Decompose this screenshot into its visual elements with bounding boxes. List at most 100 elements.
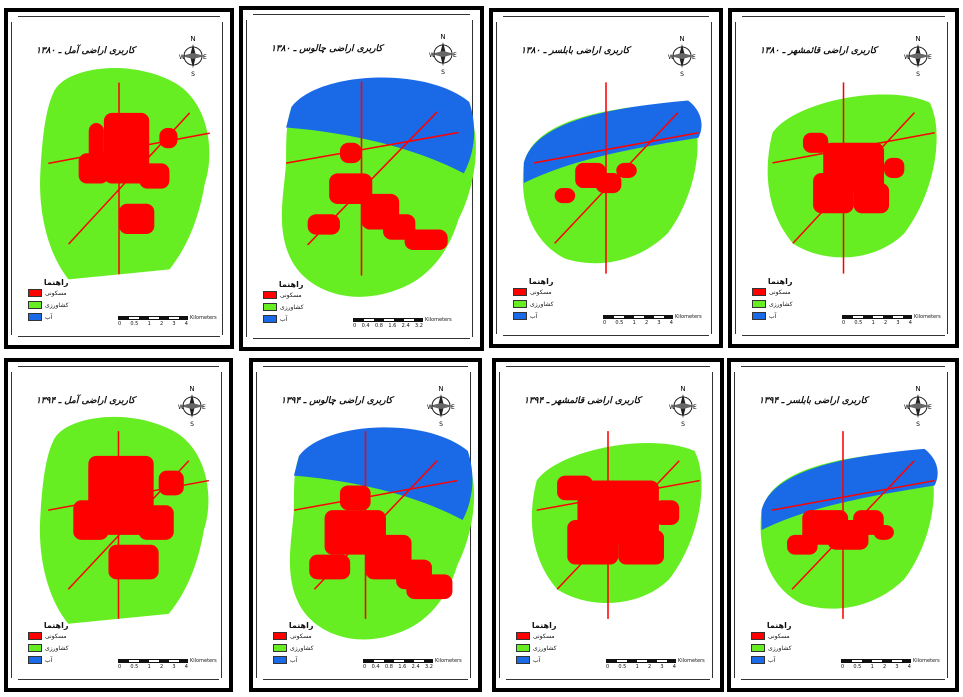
residential-area (309, 554, 351, 580)
legend-label-water: آب (290, 656, 298, 664)
land-use-map (281, 77, 476, 297)
legend-swatch-residential (28, 289, 42, 297)
compass-rose-icon: N W E S (178, 34, 208, 78)
map-title: کاربری اراضی چالوس ـ ۱۳۸۰ (271, 44, 383, 54)
legend-label-residential: مسکونی (533, 632, 555, 640)
graticule-top (742, 16, 945, 21)
legend-label-agriculture: کشاورزی (45, 644, 69, 652)
residential-area (119, 203, 155, 234)
legend-item-residential: مسکونی (263, 289, 303, 301)
legend-item-water: آب (516, 654, 556, 666)
map-panel: کاربری اراضی آمل ـ ۱۳۹۴ N W E S راهنما مس… (4, 358, 233, 692)
legend-title: راهنما (278, 280, 304, 289)
graticule-top (263, 366, 468, 371)
legend-swatch-water (516, 656, 530, 664)
map-frame: کاربری اراضی قائمشهر ـ ۱۳۸۰ N W E S راهن… (732, 12, 955, 344)
svg-text:E: E (203, 54, 207, 61)
land-use-map (40, 68, 210, 280)
legend-title: راهنما (766, 621, 792, 630)
legend-item-agriculture: کشاورزی (752, 298, 792, 310)
graticule-left (496, 22, 501, 334)
scale-bar: 0 0.5 1 2 3 4 Kilometers (118, 658, 217, 670)
map-legend: راهنما مسکونی کشاورزی آب (751, 621, 791, 666)
scale-tick-label: 1.6 (398, 664, 407, 670)
scale-tick-label: 2 (159, 664, 164, 670)
legend-item-agriculture: کشاورزی (273, 642, 313, 654)
scale-tick-label: 4 (908, 320, 912, 326)
scale-tick-label: 3 (172, 321, 176, 327)
legend-title: راهنما (43, 278, 69, 287)
svg-text:W: W (178, 404, 184, 411)
legend-label-residential: مسکونی (280, 291, 302, 299)
road-lines (536, 431, 700, 619)
scale-tick-label: 0 (603, 320, 607, 326)
legend-item-residential: مسکونی (28, 630, 68, 642)
scale-unit: Kilometers (425, 317, 452, 323)
map-frame: کاربری اراضی چالوس ـ ۱۳۸۰ N W E S راهنما… (243, 10, 480, 347)
scale-unit: Kilometers (678, 658, 705, 664)
residential-area (158, 470, 184, 496)
graticule-right (711, 22, 716, 334)
scale-ticks: 0 0.4 0.8 1.6 2.4 3.2 (353, 323, 423, 329)
scale-bar-graphic (606, 659, 676, 663)
legend-swatch-agriculture (263, 303, 277, 311)
residential-area (339, 485, 371, 511)
scale-tick-label: 0.4 (371, 664, 380, 670)
legend-label-agriculture: کشاورزی (290, 644, 314, 652)
graticule-bottom (263, 679, 468, 684)
map-legend: راهنما مسکونی کشاورزی آب (263, 280, 303, 325)
scale-bar: 0 0.5 1 2 3 4 Kilometers (842, 314, 941, 326)
scale-tick-label: 3 (896, 320, 900, 326)
svg-text:N: N (438, 385, 443, 393)
map-frame: کاربری اراضی آمل ـ ۱۳۸۰ N W E S راهنما مس… (8, 12, 230, 345)
graticule-right (947, 372, 952, 678)
graticule-bottom (18, 679, 219, 684)
scale-bar-graphic (363, 659, 433, 663)
compass-rose-icon: N W E S (903, 34, 933, 78)
residential-area (802, 132, 829, 153)
scale-tick-label: 4 (672, 664, 676, 670)
residential-area (554, 188, 576, 204)
scale-unit: Kilometers (435, 658, 462, 664)
legend-item-residential: مسکونی (273, 630, 313, 642)
scale-tick-label: 4 (184, 664, 188, 670)
map-frame: کاربری اراضی آمل ـ ۱۳۹۴ N W E S راهنما مس… (8, 362, 229, 688)
scale-tick-label: 0 (842, 320, 846, 326)
svg-text:W: W (904, 404, 910, 411)
scale-tick-label: 3 (895, 664, 899, 670)
scale-bar-graphic (603, 315, 673, 319)
legend-label-agriculture: کشاورزی (280, 303, 304, 311)
graticule-top (18, 366, 219, 371)
residential-area (339, 142, 362, 164)
svg-text:E: E (451, 404, 455, 411)
graticule-right (947, 22, 952, 334)
legend-item-residential: مسکونی (752, 286, 792, 298)
scale-tick-label: 1 (870, 664, 874, 670)
scale-bar: 0 0.4 0.8 1.6 2.4 3.2 Kilometers (363, 658, 462, 670)
legend-title: راهنما (288, 621, 314, 630)
map-panel: کاربری اراضی قائمشهر ـ ۱۳۸۰ N W E S راهن… (728, 8, 959, 348)
legend-label-agriculture: کشاورزی (769, 300, 793, 308)
road-lines (48, 82, 210, 275)
scale-tick-label: 0.8 (384, 664, 393, 670)
graticule-bottom (503, 335, 709, 340)
graticule-top (741, 366, 945, 371)
road-lines (771, 431, 935, 619)
legend-item-agriculture: کشاورزی (513, 298, 553, 310)
map-panel: کاربری اراضی بابلسر ـ ۱۳۹۴ N W E S راهنم… (727, 358, 959, 692)
scale-tick-label: 2 (882, 664, 887, 670)
svg-text:W: W (427, 404, 433, 411)
scale-ticks: 0 0.5 1 2 3 4 (606, 664, 676, 670)
graticule-right (222, 22, 227, 335)
scale-tick-label: 4 (184, 321, 188, 327)
water-area (523, 100, 702, 184)
legend-item-water: آب (28, 311, 68, 323)
svg-text:W: W (669, 404, 675, 411)
graticule-top (18, 16, 220, 21)
svg-text:N: N (915, 385, 920, 393)
legend-item-residential: مسکونی (513, 286, 553, 298)
svg-text:N: N (189, 385, 194, 393)
svg-text:S: S (190, 421, 194, 428)
scale-bar-graphic (842, 315, 912, 319)
scale-bar: 0 0.5 1 2 3 4 Kilometers (841, 658, 940, 670)
